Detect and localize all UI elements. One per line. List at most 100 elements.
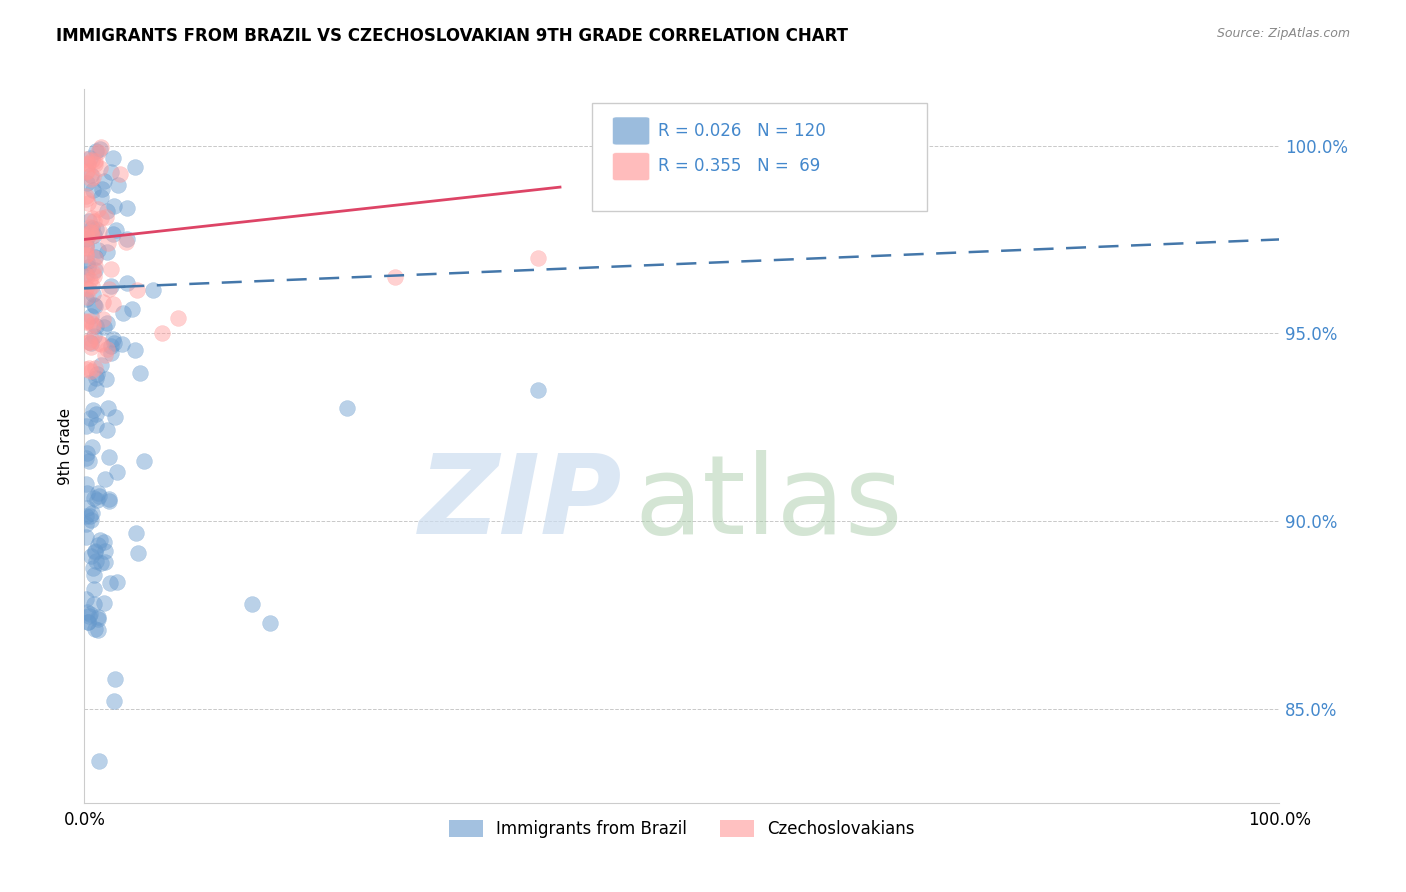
Point: [97, 491, 120, 506]
Point: [115, 201, 138, 215]
Point: [82, 183, 104, 197]
Point: [75, 419, 97, 434]
Point: [86, 538, 108, 552]
Point: [84, 298, 107, 312]
Point: [75, 192, 97, 206]
Point: [76, 156, 98, 170]
Point: [83, 491, 105, 506]
Point: [100, 346, 122, 360]
Point: [77, 335, 100, 350]
Point: [103, 335, 125, 350]
Point: [104, 672, 127, 686]
Point: [83, 567, 105, 582]
Point: [75, 293, 97, 307]
Point: [80, 440, 103, 454]
Point: [87, 335, 110, 350]
Point: [97, 401, 120, 415]
Point: [79, 508, 101, 523]
Point: [79, 151, 101, 165]
Text: R = 0.026   N = 120: R = 0.026 N = 120: [658, 121, 825, 139]
Point: [80, 225, 103, 239]
Point: [96, 316, 118, 330]
Point: [87, 489, 110, 503]
Point: [84, 622, 107, 636]
Point: [83, 329, 105, 343]
Point: [93, 535, 115, 549]
Point: [259, 615, 281, 630]
Point: [79, 411, 101, 425]
Point: [82, 266, 104, 280]
Point: [125, 284, 148, 298]
Point: [82, 153, 104, 167]
Point: [84, 360, 107, 375]
Point: [90, 359, 112, 373]
Point: [87, 145, 110, 159]
Point: [101, 332, 124, 346]
Point: [79, 226, 101, 240]
Point: [107, 178, 129, 193]
FancyBboxPatch shape: [592, 103, 927, 211]
Point: [86, 202, 108, 217]
Point: [77, 609, 100, 624]
Point: [82, 286, 104, 301]
Point: [76, 231, 98, 245]
Point: [80, 211, 103, 225]
Point: [117, 276, 139, 290]
Point: [84, 554, 107, 568]
Point: [134, 454, 156, 468]
Point: [97, 235, 120, 250]
Point: [98, 450, 121, 465]
Point: [82, 170, 104, 185]
Point: [96, 423, 118, 437]
Point: [90, 211, 112, 225]
Point: [94, 210, 117, 224]
Point: [84, 222, 107, 236]
Point: [76, 255, 98, 269]
Point: [103, 152, 125, 166]
Point: [111, 337, 134, 351]
Text: R = 0.355   N =  69: R = 0.355 N = 69: [658, 157, 820, 175]
Point: [83, 269, 105, 284]
Point: [83, 259, 105, 273]
Point: [83, 298, 105, 312]
Point: [84, 153, 107, 168]
Point: [89, 161, 111, 175]
Point: [112, 306, 135, 320]
Point: [98, 282, 121, 296]
Point: [127, 546, 149, 560]
Point: [100, 279, 122, 293]
Point: [105, 465, 128, 479]
Point: [86, 623, 108, 637]
Point: [76, 446, 98, 460]
FancyBboxPatch shape: [613, 153, 650, 180]
Point: [75, 450, 97, 465]
Text: IMMIGRANTS FROM BRAZIL VS CZECHOSLOVAKIAN 9TH GRADE CORRELATION CHART: IMMIGRANTS FROM BRAZIL VS CZECHOSLOVAKIA…: [56, 27, 848, 45]
Point: [77, 334, 100, 349]
Point: [75, 227, 97, 241]
Point: [150, 326, 173, 341]
Point: [75, 517, 97, 532]
Legend: Immigrants from Brazil, Czechoslovakians: Immigrants from Brazil, Czechoslovakians: [443, 813, 921, 845]
Point: [82, 318, 104, 333]
Point: [75, 237, 97, 252]
Point: [96, 244, 118, 259]
Point: [240, 597, 263, 611]
Point: [84, 319, 107, 334]
Point: [94, 372, 117, 386]
FancyBboxPatch shape: [613, 117, 650, 145]
Point: [80, 336, 103, 351]
Point: [115, 235, 138, 249]
Point: [76, 260, 98, 274]
Point: [77, 376, 100, 391]
Point: [83, 597, 105, 611]
Point: [86, 370, 108, 384]
Point: [79, 282, 101, 296]
Point: [75, 476, 97, 491]
Point: [76, 289, 98, 303]
Point: [94, 472, 117, 486]
Point: [87, 755, 110, 769]
Point: [93, 174, 115, 188]
Point: [84, 250, 107, 264]
Point: [83, 544, 105, 558]
Point: [84, 418, 107, 433]
